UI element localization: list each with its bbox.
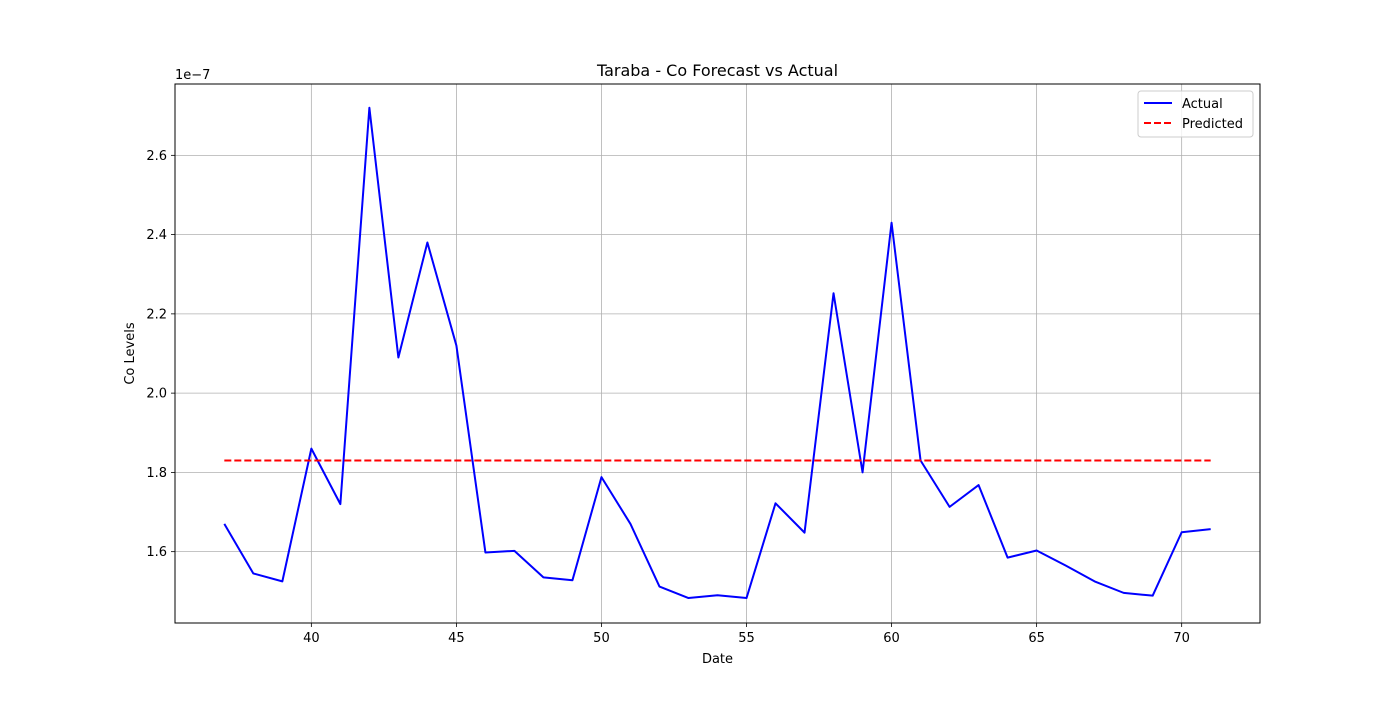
y-ticks: 1.6 1.8 2.0 2.2 2.4 2.6 <box>146 149 175 560</box>
y-axis-label: Co Levels <box>123 322 138 384</box>
legend-predicted-label: Predicted <box>1182 117 1243 132</box>
x-tick-label: 45 <box>448 631 465 646</box>
grid-layer <box>175 84 1260 623</box>
legend: Actual Predicted <box>1137 90 1254 138</box>
series-layer <box>223 106 1211 600</box>
x-axis-label: Date <box>702 652 733 667</box>
y-scale-offset-label: 1e−7 <box>175 68 210 83</box>
y-tick-label: 2.6 <box>146 149 167 164</box>
y-tick-label: 1.8 <box>146 466 167 481</box>
x-tick-label: 55 <box>738 631 755 646</box>
y-tick-label: 1.6 <box>146 545 167 560</box>
x-tick-label: 65 <box>1028 631 1045 646</box>
x-tick-label: 60 <box>883 631 900 646</box>
legend-actual-label: Actual <box>1182 97 1223 112</box>
chart-title: Taraba - Co Forecast vs Actual <box>596 61 838 80</box>
x-tick-label: 50 <box>593 631 610 646</box>
series-line-actual <box>223 106 1211 600</box>
y-tick-label: 2.4 <box>146 228 167 243</box>
y-tick-label: 2.0 <box>146 387 167 402</box>
plot-area-frame <box>174 83 1261 624</box>
x-tick-label: 70 <box>1173 631 1190 646</box>
y-tick-label: 2.2 <box>146 307 167 322</box>
x-tick-label: 40 <box>303 631 320 646</box>
x-ticks: 40 45 50 55 60 65 70 <box>303 623 1190 646</box>
